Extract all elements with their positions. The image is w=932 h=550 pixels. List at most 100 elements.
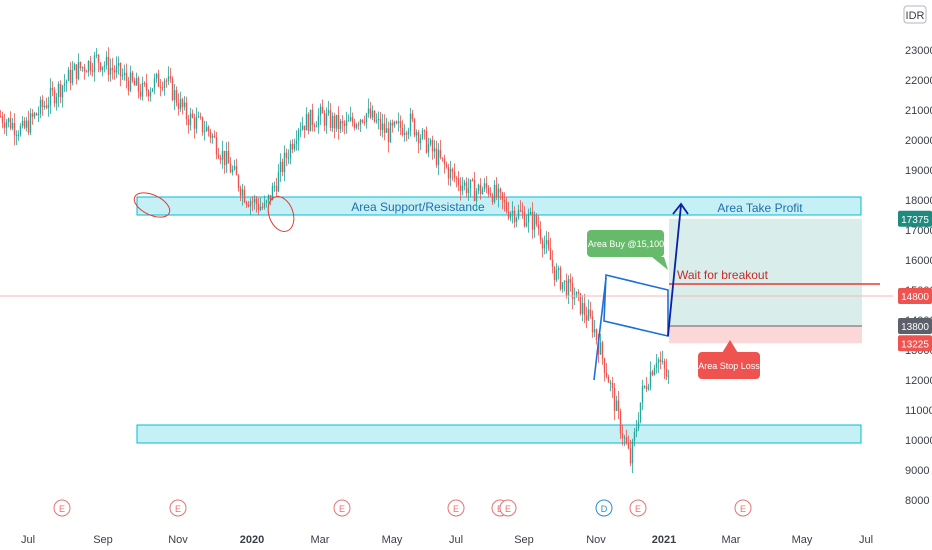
candle-body xyxy=(123,72,126,76)
candle-body xyxy=(273,186,276,188)
candle-body xyxy=(215,137,218,155)
time-axis: Jul Sep Nov 2020 Mar May Jul Sep Nov 2021 Mar May Ju… xyxy=(21,534,873,546)
candle-body xyxy=(481,189,484,195)
candle-body xyxy=(501,192,504,200)
price-tick-label: 8000 xyxy=(905,495,929,507)
candle-body xyxy=(149,91,152,97)
candle-body xyxy=(325,113,328,126)
earnings-event-marker[interactable] xyxy=(169,499,187,517)
candle-body xyxy=(181,99,184,107)
buy-area-label: Area Buy @15,100 xyxy=(588,239,664,249)
candle-body xyxy=(11,123,14,129)
candle-body xyxy=(435,148,438,165)
candle-body xyxy=(103,65,106,67)
candle-body xyxy=(635,428,638,433)
earnings-event-marker[interactable] xyxy=(447,499,465,517)
candle-body xyxy=(313,125,316,127)
candle-body xyxy=(373,110,376,122)
candle-body xyxy=(267,195,270,201)
candle-body xyxy=(353,122,356,128)
price-tick-label: 11000 xyxy=(905,405,932,417)
candle-body xyxy=(55,97,58,104)
candle-body xyxy=(221,150,224,160)
candle-body xyxy=(633,432,636,441)
candle-body xyxy=(91,70,94,72)
candle-body xyxy=(245,202,248,205)
candle-body xyxy=(529,211,532,214)
price-tick-label: 12000 xyxy=(905,375,932,387)
candle-body xyxy=(187,119,190,126)
earnings-event-marker[interactable] xyxy=(629,499,647,517)
candle-body xyxy=(207,126,210,132)
candle-body xyxy=(307,114,310,132)
price-tick-label: 9000 xyxy=(905,465,929,477)
candle-body xyxy=(483,183,486,190)
candle-body xyxy=(411,113,414,120)
events-layer: EEEEEEDEE xyxy=(53,499,752,517)
earnings-event-marker[interactable] xyxy=(499,499,517,517)
price-tick-label: 20000 xyxy=(905,135,932,147)
candle-body xyxy=(489,193,492,196)
candle-body xyxy=(185,102,188,120)
candle-body xyxy=(343,123,346,126)
candle-body xyxy=(223,150,226,165)
candle-body xyxy=(649,371,652,388)
candle-body xyxy=(3,122,6,128)
dividend-event-marker[interactable] xyxy=(595,499,613,517)
candle-body xyxy=(589,309,592,317)
earnings-event-marker[interactable] xyxy=(53,499,71,517)
candle-body xyxy=(227,151,230,164)
time-tick-label: Nov xyxy=(586,534,606,546)
candle-body xyxy=(59,83,62,98)
candle-body xyxy=(79,62,82,69)
candle-body xyxy=(27,120,30,133)
candle-body xyxy=(655,362,658,369)
candle-body xyxy=(173,90,176,101)
candle-body xyxy=(233,166,236,170)
candles-layer xyxy=(0,47,670,474)
candle-body xyxy=(573,297,576,299)
candle-body xyxy=(479,184,482,195)
candle-body xyxy=(457,178,460,186)
candle-body xyxy=(133,80,136,86)
candle-body xyxy=(611,382,614,389)
take-profit-label: Area Take Profit xyxy=(717,201,803,215)
time-tick-label: Mar xyxy=(722,534,741,546)
candle-body xyxy=(609,382,612,384)
candle-body xyxy=(177,103,180,109)
earnings-event-marker[interactable] xyxy=(333,499,351,517)
candle-body xyxy=(473,180,476,202)
time-tick-label: Jul xyxy=(449,534,463,546)
candle-body xyxy=(113,70,116,73)
candle-body xyxy=(243,189,246,203)
candle-body xyxy=(629,448,632,464)
position-layer: Area Take Profit xyxy=(669,201,862,344)
candle-body xyxy=(543,244,546,249)
candle-body xyxy=(455,178,458,180)
candle-body xyxy=(595,329,598,341)
price-tick-label: 17000 xyxy=(905,225,932,237)
earnings-event-marker[interactable] xyxy=(734,499,752,517)
candle-body xyxy=(627,443,630,449)
lower-support-zone xyxy=(136,424,862,444)
candle-body xyxy=(303,125,306,131)
candle-body xyxy=(279,161,282,173)
candle-body xyxy=(357,124,360,126)
candle-body xyxy=(575,291,578,298)
candle-body xyxy=(341,121,344,124)
candle-body xyxy=(507,211,510,218)
price-marker xyxy=(898,210,932,227)
candle-body xyxy=(355,124,358,128)
candle-body xyxy=(427,144,430,153)
price-marker-text: 13800 xyxy=(901,322,929,333)
candle-body xyxy=(521,211,524,213)
candle-body xyxy=(581,303,584,314)
candle-body xyxy=(577,291,580,294)
time-tick-label: Jul xyxy=(859,534,873,546)
candle-body xyxy=(485,183,488,188)
candle-body xyxy=(25,120,28,128)
candle-body xyxy=(217,154,220,158)
candle-body xyxy=(191,113,194,118)
buy-bubble-pointer xyxy=(652,257,668,270)
